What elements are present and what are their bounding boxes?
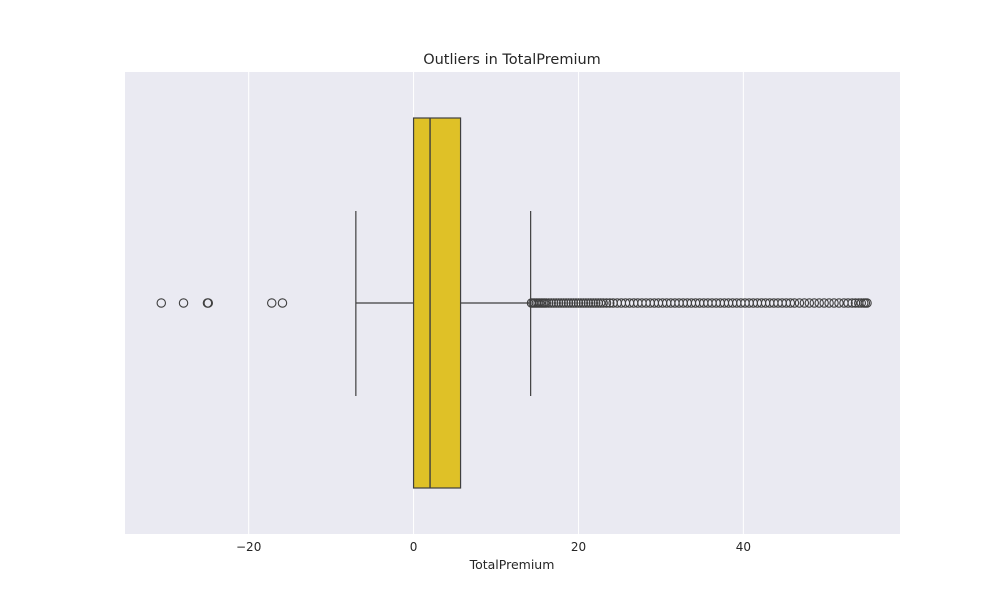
outlier-point [794, 298, 805, 308]
outlier-point [591, 298, 601, 308]
outlier-point [834, 298, 844, 308]
outlier-point [595, 298, 606, 308]
box-and-whiskers [355, 117, 532, 489]
outlier-point [843, 298, 853, 308]
outlier-point [556, 298, 566, 308]
outlier-point [558, 298, 569, 308]
x-tick-label: 0 [410, 540, 418, 554]
outlier-point [785, 298, 796, 308]
outlier-point [856, 298, 866, 308]
outlier-point [824, 298, 834, 308]
outlier-point [568, 298, 579, 308]
outlier-point [178, 298, 189, 308]
outlier-point [814, 298, 824, 308]
outlier-point [156, 298, 167, 308]
outlier-point [586, 298, 596, 308]
x-axis-label: TotalPremium [469, 557, 555, 572]
outlier-point [605, 298, 615, 308]
outlier-point [571, 298, 581, 308]
x-tick-labels: −20 0 20 40 [236, 540, 751, 554]
outlier-point [544, 298, 554, 308]
outlier-point [847, 298, 857, 308]
outlier-point [789, 298, 800, 308]
outlier-point [553, 298, 564, 308]
outlier-point [598, 298, 608, 308]
outlier-point [576, 298, 586, 308]
outlier-point [819, 298, 829, 308]
outlier-point [546, 298, 556, 308]
outlier-point [548, 298, 559, 308]
outlier-point [563, 298, 574, 308]
outlier-point [203, 298, 214, 308]
outlier-point [804, 298, 815, 308]
x-tick-label: −20 [236, 540, 261, 554]
outlier-point [551, 298, 561, 308]
x-tick-label: 20 [571, 540, 586, 554]
interquartile-box [412, 117, 462, 489]
x-tick-label: 40 [736, 540, 751, 554]
outlier-point [588, 298, 599, 308]
outlier-point [267, 298, 277, 308]
outlier-point [862, 298, 872, 308]
outlier-point [277, 298, 288, 308]
outlier-point [809, 298, 820, 308]
outlier-point [601, 298, 612, 308]
outlier-point [541, 298, 552, 308]
outlier-point [573, 298, 584, 308]
outlier-point [799, 298, 810, 308]
outlier-point [581, 298, 591, 308]
outlier-point [566, 298, 576, 308]
outlier-points [156, 298, 872, 308]
outlier-point [561, 298, 571, 308]
outlier-point [583, 298, 594, 308]
chart-title: Outliers in TotalPremium [423, 52, 601, 68]
outlier-point [578, 298, 589, 308]
outlier-point [829, 298, 839, 308]
